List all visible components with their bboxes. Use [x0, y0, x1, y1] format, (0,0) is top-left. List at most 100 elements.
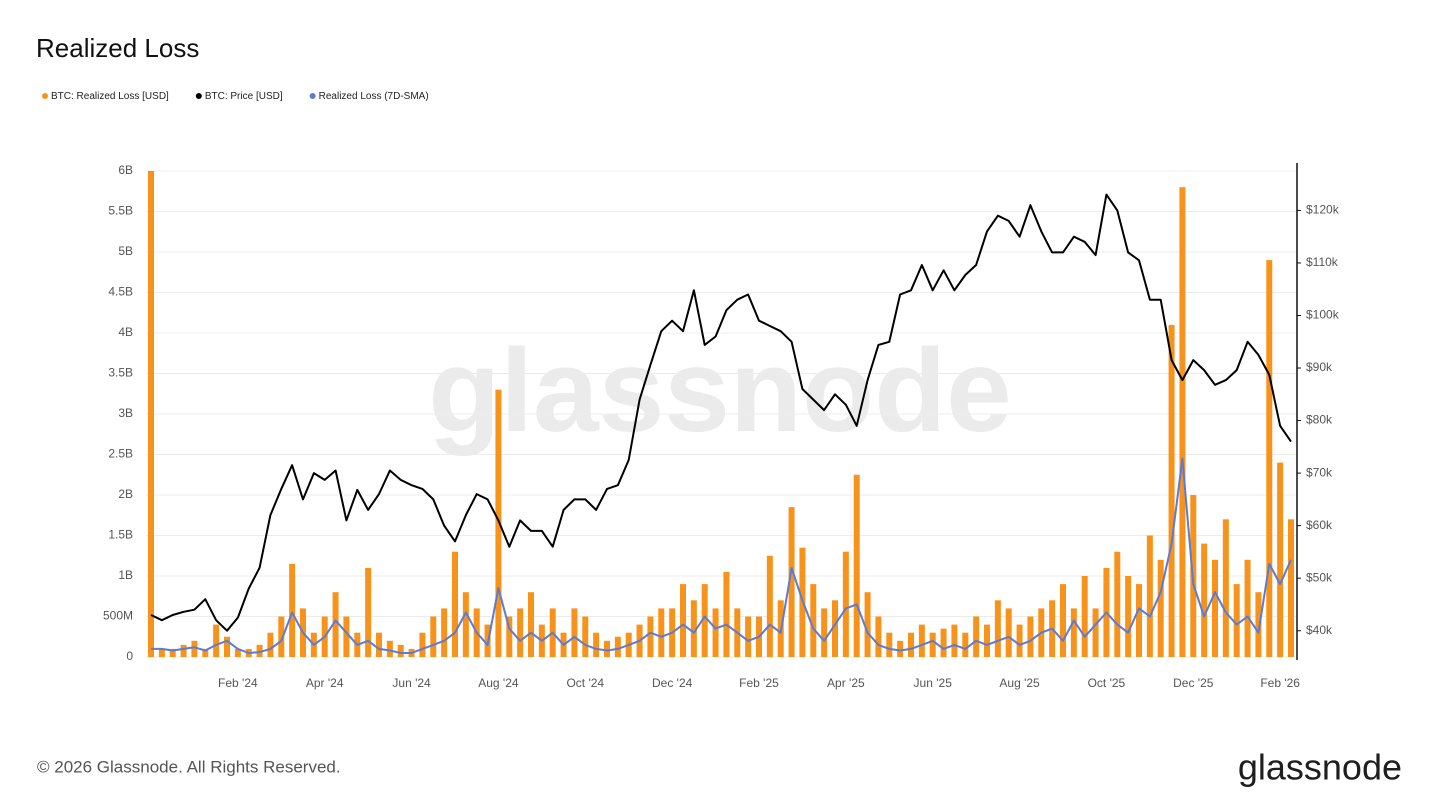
line	[151, 457, 1292, 654]
bar	[1233, 584, 1240, 657]
bar	[430, 616, 437, 657]
bar	[169, 648, 176, 657]
x-tick-label: Oct '25	[1088, 676, 1126, 690]
legend-marker	[309, 93, 316, 99]
bar	[1288, 519, 1294, 657]
bar	[766, 555, 773, 657]
bar	[908, 632, 914, 657]
chart-title: Realized Loss	[36, 33, 199, 63]
bar	[723, 571, 730, 657]
y-tick-label: 2B	[118, 487, 133, 501]
bar	[929, 632, 936, 657]
bar	[712, 608, 719, 657]
y2-tick-label: $100k	[1306, 308, 1340, 322]
x-tick-label: Aug '24	[478, 676, 519, 690]
bar	[517, 608, 524, 657]
bar	[1016, 624, 1023, 657]
bar	[614, 636, 621, 657]
x-tick-label: Dec '25	[1173, 676, 1214, 690]
x-tick-label: Feb '24	[218, 676, 258, 690]
bar	[745, 616, 752, 657]
bar	[886, 632, 893, 657]
x-tick-label: Jun '24	[392, 676, 431, 690]
bar	[1277, 462, 1284, 657]
bar	[1070, 608, 1077, 657]
x-tick-label: Dec '24	[652, 676, 693, 690]
y-tick-label: 2.5B	[108, 447, 133, 461]
bar	[462, 592, 469, 657]
bar	[1244, 559, 1251, 657]
y-tick-label: 4.5B	[108, 285, 133, 299]
bar	[994, 600, 1001, 657]
bar	[528, 592, 534, 657]
bar	[343, 616, 350, 657]
bar	[593, 632, 600, 657]
bar	[853, 474, 860, 657]
bar	[1125, 576, 1132, 657]
bar	[267, 632, 274, 657]
x-tick-label: Aug '25	[999, 676, 1040, 690]
bar	[690, 600, 697, 657]
bar	[289, 563, 296, 657]
legend-marker	[195, 93, 202, 99]
bar	[821, 608, 828, 657]
bar	[842, 551, 849, 657]
bar	[951, 624, 958, 657]
y2-tick-label: $50k	[1306, 570, 1333, 584]
watermark: glassnode	[428, 325, 1012, 457]
bar	[984, 624, 990, 657]
x-tick-label: Feb '26	[1260, 676, 1300, 690]
bar	[701, 584, 708, 657]
logo: glassnode	[1238, 747, 1402, 788]
y2-tick-label: $70k	[1306, 465, 1333, 479]
bar	[180, 644, 187, 657]
grid	[146, 170, 1297, 658]
y2-tick-label: $110k	[1306, 255, 1339, 269]
legend-marker	[42, 93, 48, 99]
bar	[1212, 559, 1218, 657]
legend-label: BTC: Price [USD]	[205, 91, 283, 102]
bar	[452, 551, 458, 657]
bar	[256, 644, 263, 657]
bar	[213, 624, 220, 657]
bar	[224, 636, 230, 657]
bar	[506, 616, 513, 657]
x-tick-label: Jun '25	[914, 676, 953, 690]
y2-tick-label: $90k	[1306, 360, 1333, 374]
y2-tick-label: $120k	[1306, 203, 1340, 217]
bar	[1255, 592, 1262, 657]
x-tick-label: Apr '24	[306, 676, 344, 690]
bar	[864, 592, 871, 657]
bar	[1081, 576, 1088, 657]
bar	[376, 632, 382, 657]
bar	[875, 616, 882, 657]
legend-label: Realized Loss (7D-SMA)	[319, 91, 429, 102]
y2-tick-label: $80k	[1306, 413, 1333, 427]
y-tick-label: 3.5B	[108, 366, 133, 380]
bar	[973, 616, 980, 657]
bar	[680, 584, 686, 657]
bar	[1005, 608, 1012, 657]
axes: 0 500M 1B 1.5B 2B 2.5B 3B 3.5B 4B 4.5B 5B 5.5B 6B $40…	[103, 163, 1340, 690]
y-tick-label: 500M	[103, 609, 133, 623]
y-tick-label: 5B	[118, 244, 133, 258]
bar	[571, 608, 578, 657]
bar	[1168, 324, 1175, 657]
line	[150, 193, 1292, 632]
bar	[962, 632, 969, 657]
bar	[202, 648, 209, 657]
plot-area	[148, 171, 1294, 657]
bar	[234, 648, 241, 657]
bar	[386, 640, 393, 657]
bar	[832, 600, 838, 657]
legend: BTC: Realized Loss [USD] BTC: Price [USD]…	[42, 91, 429, 102]
y2-tick-label: $40k	[1306, 623, 1333, 637]
background-layer: glassnode	[428, 325, 1012, 457]
bar	[658, 608, 665, 657]
bar	[604, 640, 610, 657]
bar	[582, 616, 589, 657]
y-tick-label: 3B	[118, 406, 133, 420]
bar	[1201, 543, 1208, 657]
x-tick-label: Oct '24	[566, 676, 604, 690]
